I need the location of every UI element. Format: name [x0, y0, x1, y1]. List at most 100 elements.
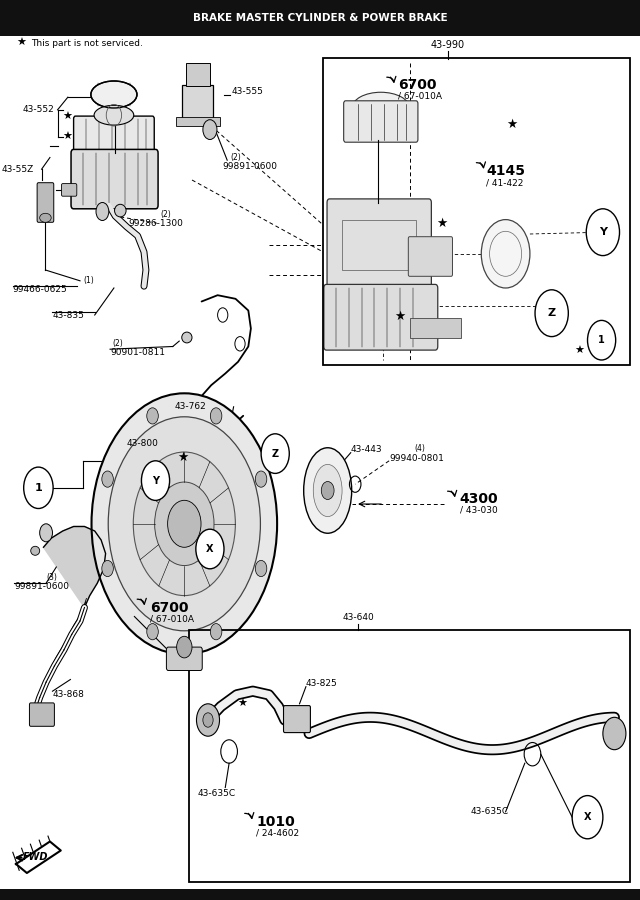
Circle shape: [203, 713, 213, 727]
Bar: [189, 630, 630, 882]
Circle shape: [211, 408, 222, 424]
Text: (2): (2): [160, 210, 171, 219]
Circle shape: [203, 120, 217, 140]
Text: 43-635C: 43-635C: [470, 807, 509, 816]
Circle shape: [603, 717, 626, 750]
Text: 43-443: 43-443: [351, 446, 382, 454]
Circle shape: [255, 561, 267, 577]
Circle shape: [177, 636, 192, 658]
Text: 99940-0801: 99940-0801: [389, 454, 444, 463]
Ellipse shape: [304, 448, 352, 533]
Ellipse shape: [31, 546, 40, 555]
Circle shape: [147, 408, 158, 424]
Text: 90901-0811: 90901-0811: [110, 348, 165, 357]
Text: Y: Y: [599, 227, 607, 238]
Circle shape: [108, 417, 260, 631]
Text: This part is not serviced.: This part is not serviced.: [31, 39, 143, 48]
Text: ★: ★: [394, 310, 406, 323]
Circle shape: [133, 452, 236, 596]
Text: (1): (1): [83, 276, 94, 285]
FancyBboxPatch shape: [61, 184, 77, 196]
Text: 1: 1: [598, 335, 605, 346]
Text: X: X: [584, 812, 591, 823]
Text: FWD: FWD: [22, 851, 48, 862]
Circle shape: [588, 320, 616, 360]
FancyBboxPatch shape: [324, 284, 438, 350]
Text: / 67-010A: / 67-010A: [398, 92, 442, 101]
Circle shape: [586, 209, 620, 256]
Text: (4): (4): [415, 444, 426, 453]
Text: 4145: 4145: [486, 164, 525, 178]
Text: 43-835: 43-835: [52, 310, 84, 320]
Text: 4300: 4300: [460, 491, 498, 506]
FancyBboxPatch shape: [327, 199, 431, 292]
Bar: [0, 0, 640, 36]
FancyBboxPatch shape: [37, 183, 54, 222]
Circle shape: [211, 624, 222, 640]
Circle shape: [141, 461, 170, 500]
Circle shape: [40, 524, 52, 542]
Circle shape: [24, 467, 53, 508]
Text: 43-555: 43-555: [232, 87, 264, 96]
Text: 43-640: 43-640: [342, 613, 374, 622]
Text: 43-55Z: 43-55Z: [1, 165, 33, 174]
FancyBboxPatch shape: [71, 149, 158, 209]
Text: 43-868: 43-868: [52, 690, 84, 699]
Text: 43-800: 43-800: [126, 439, 158, 448]
Polygon shape: [44, 526, 106, 608]
Text: / 24-4602: / 24-4602: [256, 829, 299, 838]
Text: (2): (2): [230, 153, 241, 162]
Text: ★: ★: [237, 698, 247, 709]
Ellipse shape: [115, 204, 126, 217]
Text: 6700: 6700: [398, 77, 436, 92]
Circle shape: [102, 561, 113, 577]
Circle shape: [261, 434, 289, 473]
Circle shape: [196, 529, 224, 569]
Circle shape: [196, 704, 220, 736]
Text: ★: ★: [62, 112, 72, 122]
Bar: [323, 58, 630, 364]
Bar: [410, 318, 461, 338]
Text: (3): (3): [46, 573, 57, 582]
Circle shape: [147, 624, 158, 640]
Text: 99466-0625: 99466-0625: [13, 285, 68, 294]
Text: BRAKE MASTER CYLINDER & POWER BRAKE: BRAKE MASTER CYLINDER & POWER BRAKE: [193, 13, 447, 23]
Circle shape: [572, 796, 603, 839]
FancyBboxPatch shape: [284, 706, 310, 733]
Bar: [186, 63, 210, 86]
Text: 1010: 1010: [256, 814, 295, 829]
Text: / 43-030: / 43-030: [460, 506, 497, 515]
Text: ★: ★: [16, 38, 26, 49]
Text: 99286-1300: 99286-1300: [128, 219, 183, 228]
Circle shape: [92, 393, 277, 654]
Circle shape: [96, 202, 109, 220]
Ellipse shape: [352, 93, 410, 123]
Bar: [176, 117, 220, 126]
Text: / 41-422: / 41-422: [486, 178, 524, 187]
Circle shape: [168, 500, 201, 547]
Bar: [182, 86, 213, 122]
Text: 1: 1: [35, 482, 42, 493]
Bar: [342, 220, 416, 270]
Text: 43-762: 43-762: [174, 402, 206, 411]
Ellipse shape: [94, 105, 134, 125]
Ellipse shape: [91, 81, 137, 108]
Circle shape: [481, 220, 530, 288]
Text: 99891-0600: 99891-0600: [14, 582, 69, 591]
Circle shape: [321, 482, 334, 500]
Circle shape: [255, 471, 267, 487]
Circle shape: [535, 290, 568, 337]
Text: ★: ★: [62, 131, 72, 142]
Text: ★: ★: [436, 217, 447, 230]
Text: (2): (2): [112, 339, 123, 348]
Ellipse shape: [40, 213, 51, 222]
Text: 99891-0600: 99891-0600: [223, 162, 278, 171]
Text: X: X: [206, 544, 214, 554]
Text: 43-990: 43-990: [431, 40, 465, 50]
Text: 43-635C: 43-635C: [197, 789, 236, 798]
FancyBboxPatch shape: [29, 703, 54, 726]
FancyBboxPatch shape: [74, 116, 154, 158]
Text: / 67-010A: / 67-010A: [150, 615, 195, 624]
Polygon shape: [16, 842, 61, 873]
Text: ★: ★: [177, 451, 188, 464]
